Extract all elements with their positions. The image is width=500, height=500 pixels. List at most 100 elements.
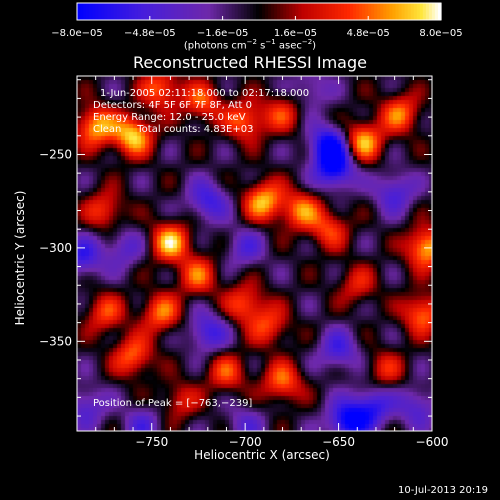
heatmap-plot-area: [77, 76, 432, 431]
colorbar-segment: [240, 3, 245, 20]
colorbar-segment: [407, 3, 412, 20]
x-tick-label: −750: [135, 435, 168, 449]
colorbar-segment: [225, 3, 230, 20]
colorbar-tick-labels: −8.0e−05 −4.8e−05 −1.6e−05 1.6e−05 4.8e−05 8.…: [51, 16, 463, 39]
x-axis-ticks: [95, 76, 433, 431]
colorbar-segment: [228, 3, 233, 20]
colorbar-segment: [377, 3, 381, 20]
colorbar-segment: [219, 3, 224, 20]
colorbar-segment: [395, 3, 400, 20]
colorbar-segment: [271, 3, 275, 20]
colorbar-segment: [292, 3, 296, 20]
colorbar-segment: [113, 3, 118, 20]
colorbar-segment: [437, 3, 442, 20]
colorbar-segment: [231, 3, 236, 20]
colorbar-segment: [104, 3, 108, 20]
colorbar-segment: [310, 3, 315, 20]
colorbar-segment: [140, 3, 145, 20]
y-axis-label: Heliocentric Y (arcsec): [13, 191, 27, 326]
x-tick-label: −600: [416, 435, 449, 449]
colorbar-segment: [116, 3, 121, 20]
chart-title: Reconstructed RHESSI Image: [133, 53, 367, 72]
colorbar-segment: [298, 3, 303, 20]
colorbar-segment: [152, 3, 157, 20]
colorbar-segment: [213, 3, 218, 20]
colorbar-segment: [107, 3, 111, 20]
colorbar-segment: [362, 3, 366, 20]
colorbar-segment: [180, 3, 184, 20]
colorbar-segment: [183, 3, 187, 20]
colorbar-segment: [416, 3, 421, 20]
colorbar-segment: [265, 3, 269, 20]
colorbar-segment: [343, 3, 348, 20]
colorbar-segment: [380, 3, 384, 20]
colorbar-segment: [322, 3, 327, 20]
colorbar-segment: [134, 3, 139, 20]
x-axis-tick-labels: −750 −700 −650 −600: [135, 435, 448, 449]
colorbar-segment: [252, 3, 257, 20]
colorbar-segment: [174, 3, 178, 20]
colorbar-segment: [246, 3, 251, 20]
colorbar-segment: [77, 3, 81, 20]
colorbar-segment: [177, 3, 181, 20]
colorbar-segment: [192, 3, 196, 20]
colorbar-tick-label: −8.0e−05: [51, 28, 103, 39]
colorbar-segment: [122, 3, 127, 20]
colorbar-segment: [243, 3, 248, 20]
colorbar-segment: [149, 3, 154, 20]
colorbar-segment: [237, 3, 242, 20]
colorbar-segment: [161, 3, 166, 20]
colorbar-segment: [128, 3, 133, 20]
colorbar-segment: [201, 3, 205, 20]
colorbar-segment: [410, 3, 415, 20]
y-tick-label: −250: [39, 147, 72, 161]
colorbar-segment: [255, 3, 260, 20]
colorbar-segment: [356, 3, 360, 20]
colorbar-segment: [346, 3, 351, 20]
colorbar-segment: [198, 3, 202, 20]
x-tick-label: −700: [229, 435, 262, 449]
y-tick-label: −300: [39, 241, 72, 255]
colorbar-segment: [234, 3, 239, 20]
colorbar-segment: [280, 3, 284, 20]
colorbar-segment: [210, 3, 215, 20]
colorbar-segment: [331, 3, 336, 20]
colorbar-segment: [131, 3, 136, 20]
colorbar-tick-label: 1.6e−05: [274, 28, 317, 39]
colorbar-segment: [398, 3, 403, 20]
colorbar-segment: [389, 3, 394, 20]
colorbar-segment: [328, 3, 333, 20]
colorbar-segment: [365, 3, 369, 20]
colorbar-segment: [431, 3, 436, 20]
colorbar-segment: [422, 3, 427, 20]
colorbar-segment: [289, 3, 293, 20]
colorbar-segment: [295, 3, 300, 20]
colorbar-segment: [404, 3, 409, 20]
colorbar-segment: [89, 3, 93, 20]
colorbar-segment: [304, 3, 309, 20]
colorbar-segment: [383, 3, 387, 20]
colorbar-segment: [334, 3, 339, 20]
energy-range-annotation: Energy Range: 12.0 - 25.0 keV: [93, 112, 246, 123]
colorbar-segment: [249, 3, 254, 20]
y-axis-tick-labels: −250 −300 −350: [39, 147, 72, 348]
colorbar-segment: [359, 3, 363, 20]
colorbar-segment: [283, 3, 287, 20]
colorbar-segment: [259, 3, 263, 20]
colorbar-segment: [325, 3, 330, 20]
colorbar-segment: [80, 3, 84, 20]
colorbar-segment: [392, 3, 397, 20]
colorbar-segment: [92, 3, 96, 20]
heatmap-image-holder: [77, 76, 432, 431]
colorbar-segment: [189, 3, 193, 20]
colorbar-segment: [207, 3, 212, 20]
y-axis-ticks: [77, 79, 432, 417]
colorbar-segment: [262, 3, 266, 20]
colorbar-segment: [277, 3, 281, 20]
colorbar-segment: [155, 3, 160, 20]
colorbar-segment: [337, 3, 342, 20]
colorbar-segment: [95, 3, 99, 20]
colorbar-segment: [301, 3, 306, 20]
colorbar-segment: [316, 3, 321, 20]
